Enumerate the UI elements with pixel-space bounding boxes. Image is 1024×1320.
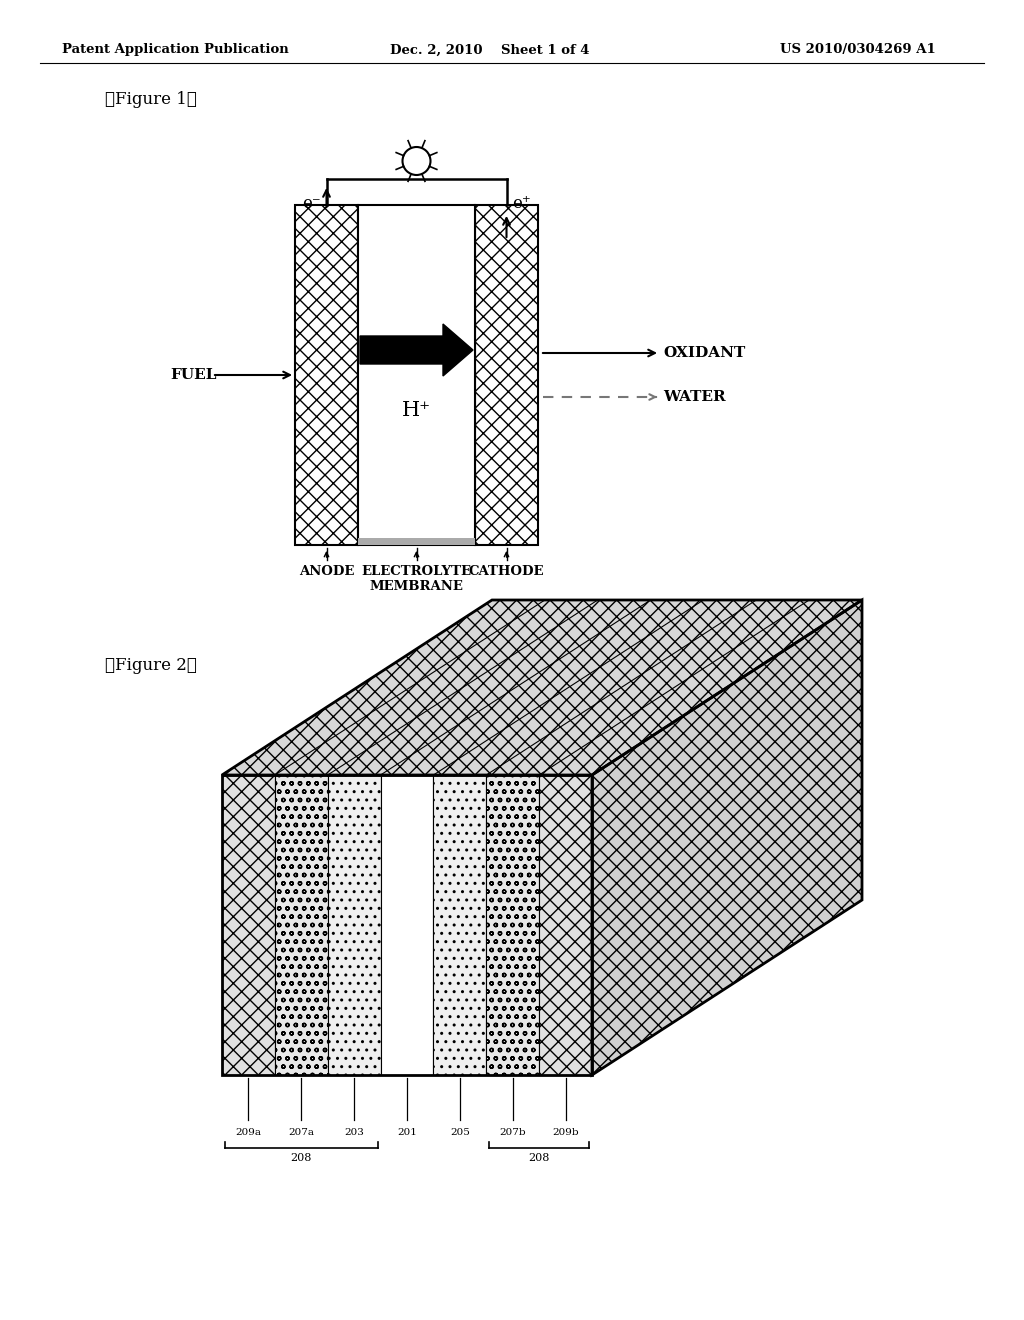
Text: H⁺: H⁺ bbox=[402, 400, 431, 420]
Text: 209b: 209b bbox=[552, 1129, 579, 1137]
Bar bbox=[222, 775, 592, 1074]
Polygon shape bbox=[360, 323, 473, 376]
Polygon shape bbox=[592, 601, 862, 1074]
Bar bbox=[222, 775, 274, 1074]
Bar bbox=[540, 775, 592, 1074]
Text: FUEL: FUEL bbox=[170, 368, 216, 381]
Bar bbox=[475, 205, 538, 545]
Bar bbox=[381, 775, 433, 1074]
Text: CATHODE: CATHODE bbox=[469, 565, 544, 578]
Bar bbox=[295, 205, 358, 545]
Text: 205: 205 bbox=[450, 1129, 470, 1137]
Bar bbox=[358, 205, 475, 545]
Bar bbox=[328, 775, 381, 1074]
Bar bbox=[486, 775, 540, 1074]
Bar bbox=[475, 205, 538, 545]
Text: 208: 208 bbox=[528, 1152, 550, 1163]
Bar bbox=[274, 775, 328, 1074]
Bar bbox=[222, 775, 274, 1074]
Text: WATER: WATER bbox=[663, 389, 726, 404]
Text: US 2010/0304269 A1: US 2010/0304269 A1 bbox=[780, 44, 936, 57]
Text: 208: 208 bbox=[291, 1152, 312, 1163]
Bar bbox=[295, 205, 358, 545]
Text: ANODE: ANODE bbox=[299, 565, 354, 578]
Text: Dec. 2, 2010    Sheet 1 of 4: Dec. 2, 2010 Sheet 1 of 4 bbox=[390, 44, 590, 57]
Text: ELECTROLYTE
MEMBRANE: ELECTROLYTE MEMBRANE bbox=[361, 565, 471, 593]
Polygon shape bbox=[222, 601, 862, 775]
Text: 207a: 207a bbox=[289, 1129, 314, 1137]
Bar bbox=[540, 775, 592, 1074]
Bar bbox=[433, 775, 486, 1074]
Text: e⁺: e⁺ bbox=[512, 194, 531, 211]
Text: 【Figure 2】: 【Figure 2】 bbox=[105, 656, 197, 673]
Text: Patent Application Publication: Patent Application Publication bbox=[62, 44, 289, 57]
Text: 203: 203 bbox=[344, 1129, 365, 1137]
Text: e⁻: e⁻ bbox=[302, 194, 321, 211]
Text: OXIDANT: OXIDANT bbox=[663, 346, 745, 360]
Text: 207b: 207b bbox=[500, 1129, 526, 1137]
Bar bbox=[433, 775, 486, 1074]
Text: 201: 201 bbox=[397, 1129, 417, 1137]
Bar bbox=[274, 775, 328, 1074]
Bar bbox=[486, 775, 540, 1074]
Bar bbox=[358, 539, 475, 545]
Bar bbox=[328, 775, 381, 1074]
Text: 209a: 209a bbox=[236, 1129, 261, 1137]
Text: 【Figure 1】: 【Figure 1】 bbox=[105, 91, 197, 108]
